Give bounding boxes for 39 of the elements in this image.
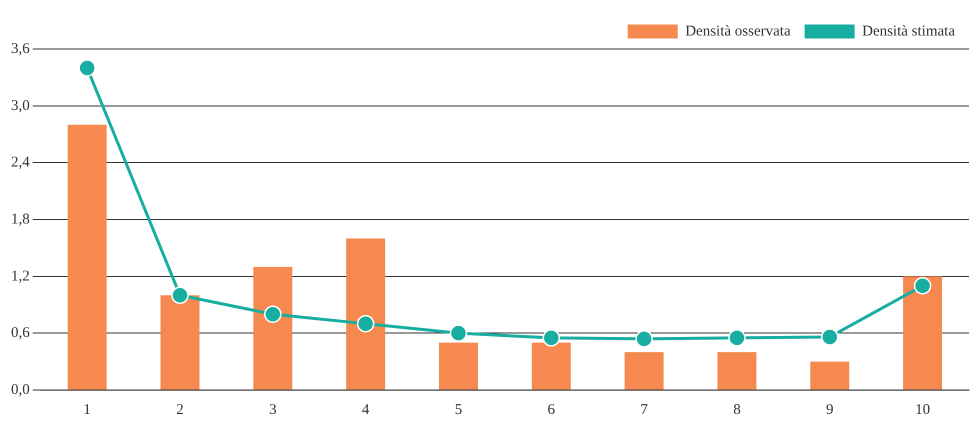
bar (624, 352, 664, 390)
legend-label: Densità osservata (685, 23, 791, 40)
point (450, 324, 468, 342)
y-tick-label: 0,6 (11, 325, 30, 342)
bar (438, 342, 478, 390)
bar (810, 362, 850, 390)
x-tick-label: 4 (362, 402, 370, 418)
x-tick-label: 6 (548, 402, 556, 418)
x-tick-label: 5 (454, 402, 462, 418)
point (821, 328, 839, 346)
x-tick-label: 1 (83, 402, 91, 418)
x-tick-label: 7 (640, 402, 648, 418)
y-tick-label: 3,0 (11, 98, 30, 114)
y-tick-label: 2,4 (11, 154, 30, 171)
bar (532, 342, 571, 390)
point (542, 329, 560, 347)
bar (346, 238, 386, 390)
bar (253, 266, 292, 390)
y-tick-label: 1,8 (11, 211, 30, 228)
y-tick-label: 1,2 (11, 268, 30, 284)
bar (160, 295, 200, 390)
y-tick-label: 3,6 (11, 40, 30, 57)
point (914, 277, 932, 295)
x-tick-label: 3 (269, 402, 277, 418)
point (356, 314, 374, 332)
point (728, 329, 746, 347)
point (78, 59, 96, 77)
bar (717, 352, 756, 390)
x-tick-label: 10 (915, 402, 930, 418)
point (264, 305, 282, 323)
bar (903, 276, 942, 390)
y-tick-label: 0,0 (11, 382, 30, 398)
point (635, 330, 653, 348)
legend-label: Densità stimata (862, 23, 956, 40)
x-tick-label: 2 (176, 402, 184, 418)
x-tick-label: 8 (733, 402, 741, 418)
bar (68, 124, 107, 390)
x-tick-label: 9 (826, 402, 834, 418)
point (171, 286, 189, 304)
